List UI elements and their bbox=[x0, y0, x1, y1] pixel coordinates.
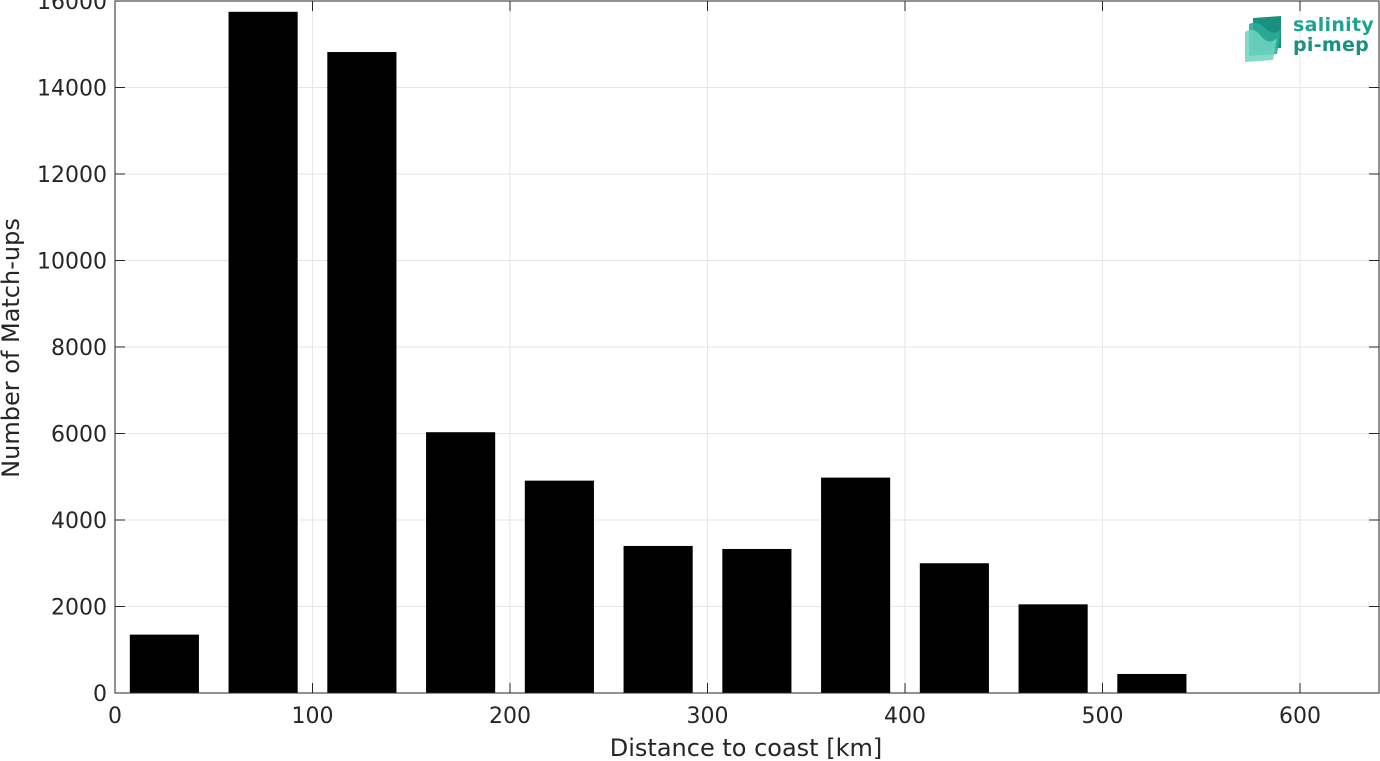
y-tick-label: 8000 bbox=[51, 336, 107, 361]
histogram-bar bbox=[1117, 673, 1187, 693]
wave-layers-icon bbox=[1245, 16, 1281, 62]
bars bbox=[129, 11, 1187, 694]
y-tick-label: 6000 bbox=[51, 423, 107, 448]
logo-text-pi-mep: pi-mep bbox=[1293, 34, 1370, 56]
histogram-bar bbox=[722, 548, 792, 693]
x-tick-label: 200 bbox=[489, 704, 531, 729]
histogram-bar bbox=[524, 480, 594, 693]
y-tick-label: 16000 bbox=[37, 0, 107, 15]
y-tick-label: 14000 bbox=[37, 77, 107, 102]
y-tick-label: 2000 bbox=[51, 596, 107, 621]
histogram-bar bbox=[623, 545, 693, 693]
y-tick-label: 0 bbox=[93, 682, 107, 707]
grid bbox=[114, 0, 1379, 694]
histogram-bar bbox=[919, 563, 989, 693]
y-tick-label: 4000 bbox=[51, 509, 107, 534]
histogram-bar bbox=[821, 477, 891, 693]
histogram-bar bbox=[228, 11, 298, 693]
x-tick-label: 500 bbox=[1082, 704, 1124, 729]
histogram-bar bbox=[1018, 604, 1088, 693]
y-tick-label: 12000 bbox=[37, 163, 107, 188]
x-axis-label: Distance to coast [km] bbox=[610, 734, 882, 761]
x-tick-label: 100 bbox=[292, 704, 334, 729]
x-tick-label: 400 bbox=[884, 704, 926, 729]
salinity-pi-mep-logo: salinity pi-mep bbox=[1243, 14, 1375, 64]
histogram-bar bbox=[129, 634, 199, 693]
y-tick-label: 10000 bbox=[37, 250, 107, 275]
axes bbox=[114, 0, 1380, 694]
logo-text-salinity: salinity bbox=[1293, 14, 1375, 36]
x-tick-label: 600 bbox=[1279, 704, 1321, 729]
tick-labels: 0 100 200 300 400 500 600020004000600080001000… bbox=[37, 0, 1321, 729]
y-axis-label: Number of Match-ups bbox=[0, 218, 25, 478]
histogram-bar bbox=[426, 432, 496, 693]
x-tick-label: 300 bbox=[687, 704, 729, 729]
histogram-bar bbox=[327, 52, 397, 694]
x-tick-label: 0 bbox=[108, 704, 122, 729]
